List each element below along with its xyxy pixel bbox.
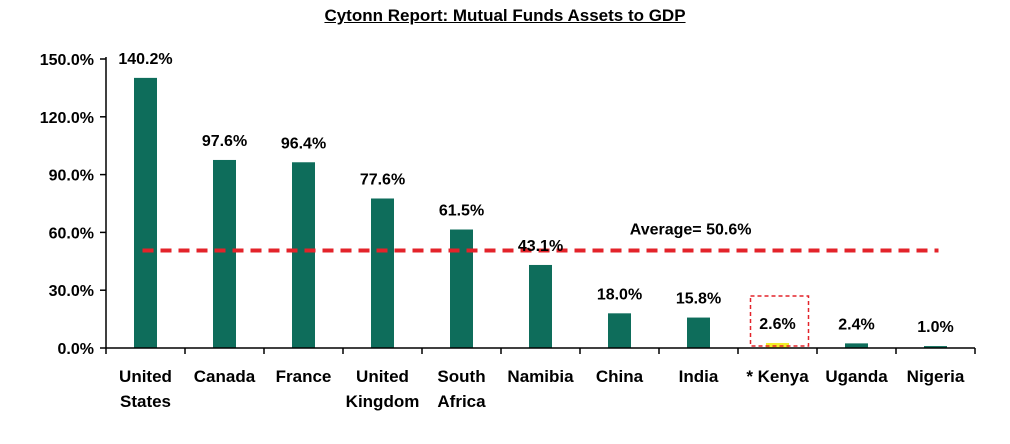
- bar: [687, 317, 710, 348]
- data-label: 2.4%: [838, 316, 874, 333]
- bar: [292, 162, 315, 348]
- data-label: 96.4%: [281, 135, 326, 152]
- x-axis: United States Canada France United Kingdom Sou…: [105, 347, 976, 411]
- average-label: Average= 50.6%: [630, 222, 752, 239]
- bar: [845, 343, 868, 348]
- x-category-label: China: [596, 367, 644, 386]
- bar: [766, 342, 789, 348]
- y-tick-label: 150.0%: [40, 52, 94, 69]
- y-tick-label: 120.0%: [40, 110, 94, 127]
- data-label: 43.1%: [518, 238, 563, 255]
- y-tick-label: 90.0%: [49, 168, 94, 185]
- y-tick-label: 0.0%: [58, 341, 94, 358]
- data-label: 15.8%: [676, 291, 721, 308]
- bar: [450, 229, 473, 348]
- data-label: 61.5%: [439, 203, 484, 220]
- bar: [134, 77, 157, 348]
- x-category-label: France: [276, 367, 332, 386]
- data-label: 1.0%: [917, 319, 953, 336]
- x-category-label: Kingdom: [346, 392, 420, 411]
- x-category-label: Nigeria: [907, 367, 965, 386]
- highlight-box: [749, 295, 810, 347]
- bar: [529, 264, 552, 348]
- x-category-label: Namibia: [507, 367, 574, 386]
- data-label: 2.6%: [759, 316, 795, 333]
- bars: [134, 77, 947, 348]
- data-label: 77.6%: [360, 171, 405, 188]
- x-category-label: Africa: [437, 392, 486, 411]
- y-axis: 0.0% 30.0% 60.0% 90.0% 120.0% 150.0%: [40, 52, 107, 358]
- average-line-group: Average= 50.6%: [142, 222, 939, 253]
- y-tick-label: 30.0%: [49, 283, 94, 300]
- x-category-label: India: [679, 367, 719, 386]
- bar: [213, 159, 236, 348]
- data-label: 140.2%: [118, 51, 172, 68]
- x-category-label: United: [119, 367, 172, 386]
- x-category-label: Canada: [194, 367, 256, 386]
- x-category-label: South: [437, 367, 485, 386]
- x-category-label: Uganda: [825, 367, 888, 386]
- y-tick-label: 60.0%: [49, 225, 94, 242]
- bar: [608, 313, 631, 348]
- data-label: 18.0%: [597, 286, 642, 303]
- chart-title: Cytonn Report: Mutual Funds Assets to GD…: [324, 6, 686, 25]
- x-category-label: United: [356, 367, 409, 386]
- x-category-label: * Kenya: [746, 367, 809, 386]
- x-category-label: States: [120, 392, 171, 411]
- data-labels: 140.2% 97.6% 96.4% 77.6% 61.5% 43.1% 18.0% 15.8…: [118, 51, 954, 347]
- bar: [371, 198, 394, 348]
- bar: [924, 346, 947, 348]
- data-label: 97.6%: [202, 133, 247, 150]
